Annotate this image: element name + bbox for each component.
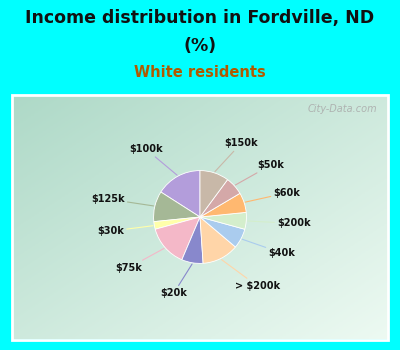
Text: Income distribution in Fordville, ND: Income distribution in Fordville, ND xyxy=(26,9,374,27)
Text: $200k: $200k xyxy=(248,218,311,229)
Wedge shape xyxy=(200,217,245,247)
Text: $30k: $30k xyxy=(97,226,153,236)
Wedge shape xyxy=(154,192,200,222)
Text: $20k: $20k xyxy=(160,264,192,298)
Text: $100k: $100k xyxy=(129,144,177,175)
Wedge shape xyxy=(154,217,200,229)
Wedge shape xyxy=(200,193,246,217)
Text: (%): (%) xyxy=(184,37,216,55)
Text: White residents: White residents xyxy=(134,65,266,80)
Wedge shape xyxy=(155,217,200,260)
Text: $60k: $60k xyxy=(245,188,300,202)
Text: City-Data.com: City-Data.com xyxy=(307,104,377,114)
Wedge shape xyxy=(182,217,203,264)
Wedge shape xyxy=(200,180,240,217)
Text: $75k: $75k xyxy=(115,248,164,273)
Wedge shape xyxy=(200,170,228,217)
Wedge shape xyxy=(200,217,236,263)
Text: > $200k: > $200k xyxy=(222,260,280,291)
Wedge shape xyxy=(200,212,246,229)
Text: $50k: $50k xyxy=(235,160,284,185)
Text: $40k: $40k xyxy=(242,239,295,258)
Text: $150k: $150k xyxy=(215,139,258,172)
Text: $125k: $125k xyxy=(91,194,154,206)
Wedge shape xyxy=(161,170,200,217)
